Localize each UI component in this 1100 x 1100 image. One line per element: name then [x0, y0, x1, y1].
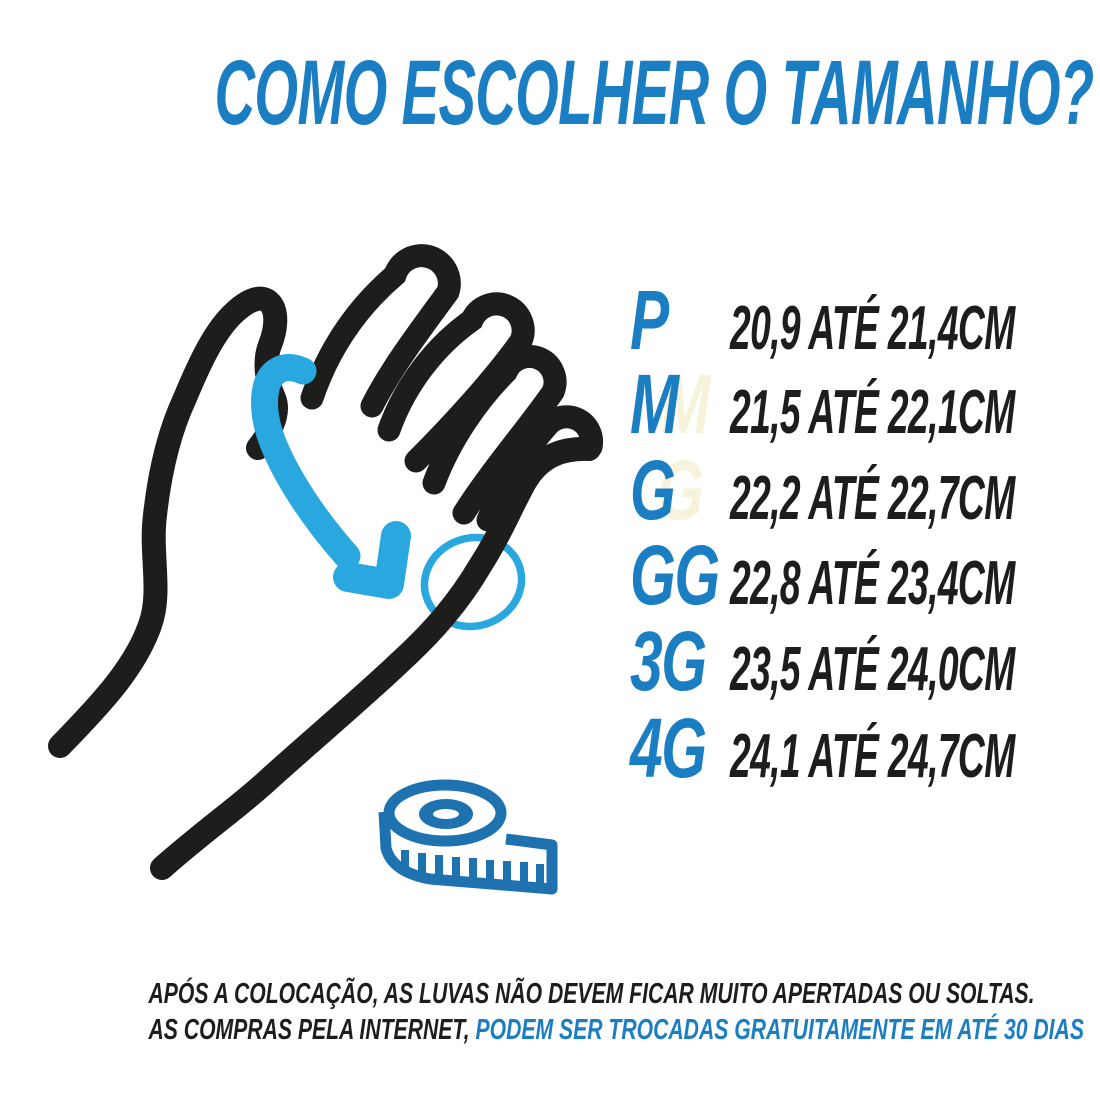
size-letter-cell: GG: [630, 448, 704, 532]
size-label: G: [630, 443, 676, 537]
finger-middle: [377, 292, 535, 473]
size-row: GG 22,2 ATÉ 22,7CM: [630, 448, 1100, 532]
size-label: M: [630, 357, 679, 451]
size-label-ghost: M: [661, 357, 710, 451]
size-label-ghost: G: [657, 443, 704, 537]
footer-note-exchange-blue: PODEM SER TROCADAS GRATUITAMENTE EM ATÉ …: [475, 1014, 1084, 1046]
size-letter-cell: 4G: [630, 706, 707, 790]
thumb-and-left-arm-outline: [48, 286, 288, 758]
size-range: 20,9 ATÉ 21,4CM: [730, 294, 1015, 363]
palm-and-forearm-outline: [150, 436, 601, 880]
size-letter-cell: MM: [630, 362, 710, 446]
size-row: MM 21,5 ATÉ 22,1CM: [630, 362, 1100, 446]
size-letter-cell: GG: [630, 533, 720, 617]
tape-hub-hole: [433, 809, 459, 819]
size-label: 4G: [630, 701, 707, 795]
wrist-measure-ellipse: [420, 533, 526, 631]
size-range: 23,5 ATÉ 24,0CM: [730, 635, 1015, 704]
arrow-head: [333, 521, 411, 599]
size-label: P: [630, 273, 669, 367]
fingers-outline: [300, 244, 604, 532]
size-row: 3G 23,5 ATÉ 24,0CM: [630, 619, 1100, 703]
size-range: 24,1 ATÉ 24,7CM: [730, 722, 1015, 791]
size-row: P 20,9 ATÉ 21,4CM: [630, 278, 1100, 362]
size-range: 22,2 ATÉ 22,7CM: [730, 464, 1015, 533]
measuring-tape-icon: [378, 779, 558, 895]
finger-index: [300, 244, 461, 418]
measure-around-palm-arrow: [250, 354, 411, 599]
footer-note-exchange: AS COMPRAS PELA INTERNET, PODEM SER TROC…: [148, 1014, 1084, 1047]
footer-note-fit: APÓS A COLOCAÇÃO, AS LUVAS NÃO DEVEM FIC…: [148, 978, 1035, 1010]
size-range: 21,5 ATÉ 22,1CM: [730, 378, 1015, 447]
footer-note-exchange-black: AS COMPRAS PELA INTERNET,: [148, 1014, 470, 1046]
size-letter-cell: P: [630, 278, 700, 362]
size-letter-cell: 3G: [630, 619, 707, 703]
arrow-shaft: [250, 354, 361, 570]
tape-ticks: [401, 850, 544, 886]
size-row: 4G 24,1 ATÉ 24,7CM: [630, 706, 1100, 790]
size-label: GG: [630, 528, 720, 622]
size-label: 3G: [630, 614, 707, 708]
size-row: GG 22,8 ATÉ 23,4CM: [630, 533, 1100, 617]
size-range: 22,8 ATÉ 23,4CM: [730, 549, 1015, 618]
